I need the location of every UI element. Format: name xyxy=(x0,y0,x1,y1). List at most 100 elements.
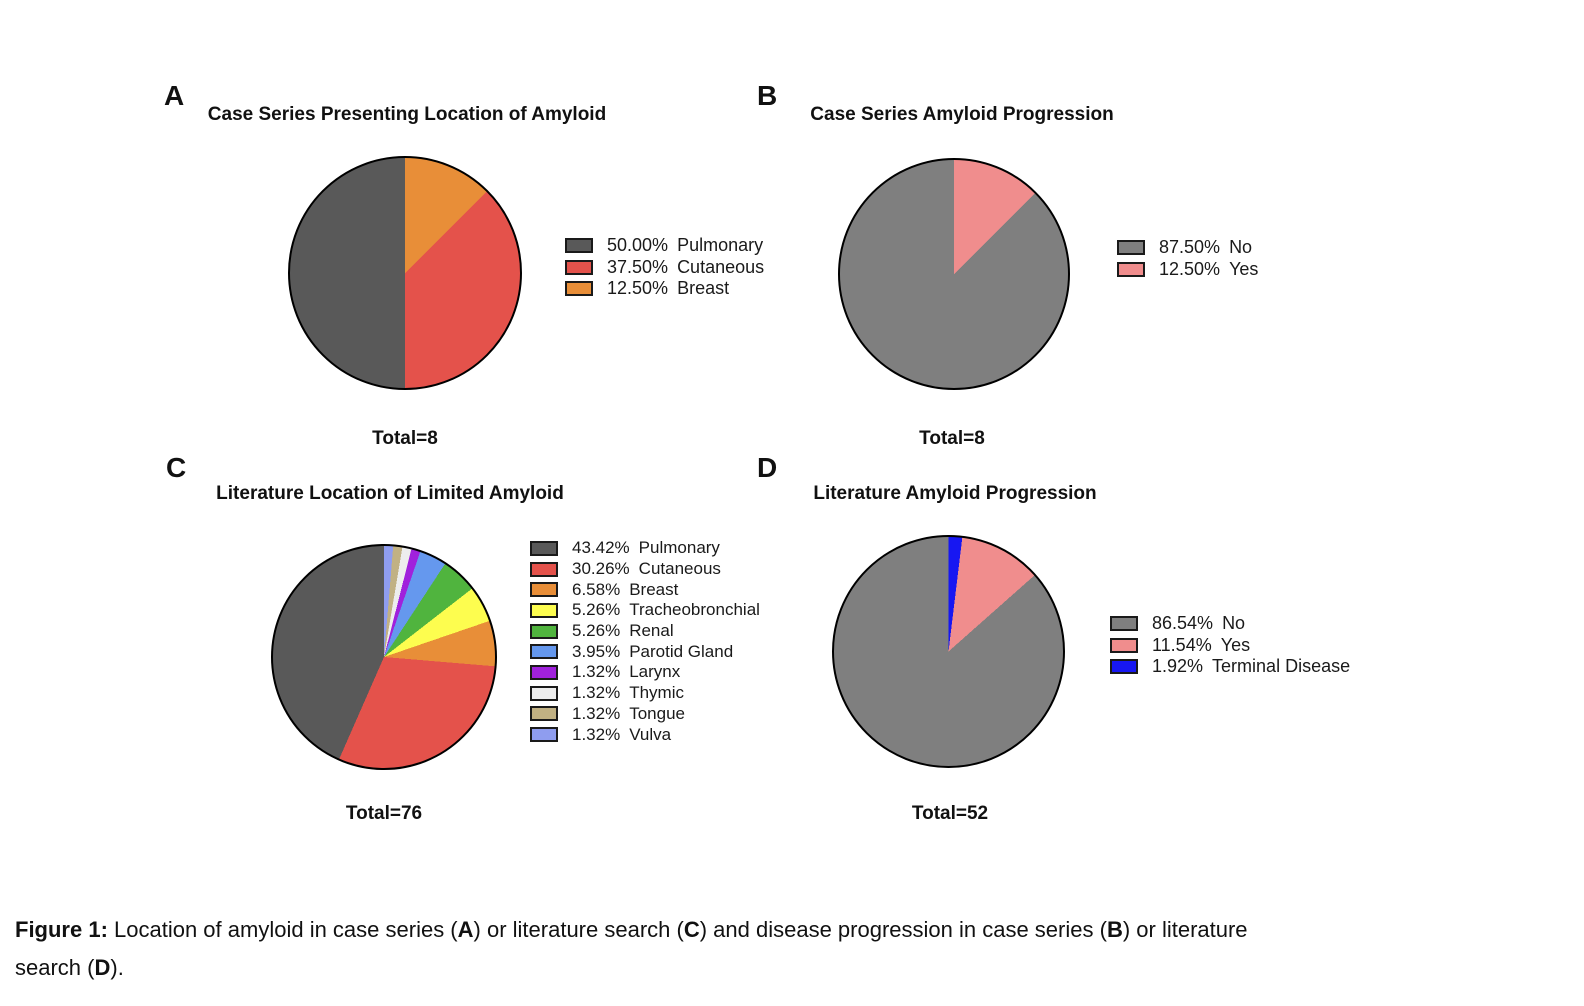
caption-line: Figure 1: Location of amyloid in case se… xyxy=(15,911,1248,949)
panel-c-title: Literature Location of Limited Amyloid xyxy=(216,483,564,504)
legend-swatch-no xyxy=(1117,240,1145,256)
legend-label: Renal xyxy=(629,621,674,641)
legend-item: 43.42% Pulmonary xyxy=(530,538,760,559)
legend-swatch-tracheobronchial xyxy=(530,602,558,618)
legend-item: 1.32% Larynx xyxy=(530,662,760,683)
legend-label: Parotid Gland xyxy=(629,641,734,661)
panel-b-total: Total=8 xyxy=(919,428,985,449)
figure-caption: Figure 1: Location of amyloid in case se… xyxy=(15,911,1248,987)
caption-bold-text: A xyxy=(457,917,474,942)
legend-label: Terminal Disease xyxy=(1212,656,1351,677)
panel-c-legend: 43.42% Pulmonary 30.26% Cutaneous 6.58% Breas… xyxy=(530,538,760,745)
panel-b-title: Case Series Amyloid Progression xyxy=(810,104,1114,125)
panel-a-title: Case Series Presenting Location of Amylo… xyxy=(207,104,607,125)
panel-a-total: Total=8 xyxy=(372,428,438,449)
legend-label: Vulva xyxy=(629,724,672,744)
panel-label-b: B xyxy=(757,80,778,111)
legend-percent: 6.58% xyxy=(572,579,621,599)
legend-swatch-thymic xyxy=(530,685,558,701)
legend-percent: 3.95% xyxy=(572,641,621,661)
legend-item: 30.26% Cutaneous xyxy=(530,559,760,580)
legend-percent: 37.50% xyxy=(607,256,669,277)
legend-percent: 11.54% xyxy=(1152,634,1212,655)
legend-item: 1.32% Tongue xyxy=(530,704,760,725)
legend-label: Yes xyxy=(1220,634,1251,655)
legend-swatch-breast xyxy=(530,582,558,598)
legend-item: 50.00% Pulmonary xyxy=(565,235,764,257)
legend-swatch-pulmonary xyxy=(530,540,558,556)
caption-bold-text: C xyxy=(683,917,700,942)
legend-item: 1.32% Vulva xyxy=(530,724,760,745)
panel-label-c: C xyxy=(166,452,187,483)
panel-label-d: D xyxy=(757,452,778,483)
legend-item: 5.26% Renal xyxy=(530,621,760,642)
legend-item: 12.50% Breast xyxy=(565,278,764,300)
legend-label: Thymic xyxy=(629,683,684,703)
panel-a-pie-chart xyxy=(288,156,522,390)
legend-label: Cutaneous xyxy=(677,256,765,277)
legend-swatch-tongue xyxy=(530,706,558,722)
legend-label: No xyxy=(1229,237,1253,258)
panel-d-total: Total=52 xyxy=(911,803,989,824)
legend-item: 5.26% Tracheobronchial xyxy=(530,600,760,621)
legend-swatch-vulva xyxy=(530,727,558,743)
legend-label: Breast xyxy=(629,579,679,599)
panel-label-a: A xyxy=(164,80,185,111)
panel-a-legend: 50.00% Pulmonary 37.50% Cutaneous 12.50% Brea… xyxy=(565,235,764,300)
caption-text: Location of amyloid in case series ( xyxy=(107,917,458,942)
legend-swatch-no xyxy=(1110,616,1138,632)
caption-text: ). xyxy=(110,955,124,980)
legend-percent: 1.32% xyxy=(572,724,621,744)
legend-percent: 87.50% xyxy=(1159,237,1221,258)
legend-percent: 43.42% xyxy=(572,538,630,558)
legend-swatch-renal xyxy=(530,623,558,639)
panel-b-legend: 87.50% No 12.50% Yes xyxy=(1117,237,1258,280)
legend-percent: 50.00% xyxy=(607,235,669,256)
panel-d-pie-chart xyxy=(832,535,1065,768)
panel-c-pie-chart xyxy=(271,544,497,770)
legend-swatch-larynx xyxy=(530,664,558,680)
legend-percent: 86.54% xyxy=(1152,613,1214,634)
legend-label: Tracheobronchial xyxy=(629,600,760,620)
legend-swatch-terminal-disease xyxy=(1110,659,1138,675)
caption-text: ) and disease progression in case series… xyxy=(699,917,1107,942)
legend-label: Larynx xyxy=(629,662,681,682)
caption-bold-text: Figure 1: xyxy=(15,917,108,942)
caption-line: search (D). xyxy=(15,949,1248,987)
caption-text: search ( xyxy=(15,955,95,980)
legend-label: No xyxy=(1222,613,1246,634)
legend-percent: 1.92% xyxy=(1152,656,1204,677)
legend-item: 37.50% Cutaneous xyxy=(565,257,764,279)
legend-swatch-yes xyxy=(1110,637,1138,653)
legend-percent: 12.50% xyxy=(1159,258,1221,279)
legend-percent: 5.26% xyxy=(572,621,621,641)
legend-percent: 1.32% xyxy=(572,683,621,703)
panel-d-title: Literature Amyloid Progression xyxy=(813,483,1097,504)
caption-bold-text: B xyxy=(1106,917,1123,942)
legend-item: 1.92% Terminal Disease xyxy=(1110,656,1350,678)
legend-item: 3.95% Parotid Gland xyxy=(530,641,760,662)
legend-item: 87.50% No xyxy=(1117,237,1258,259)
legend-swatch-breast xyxy=(565,281,593,297)
legend-swatch-yes xyxy=(1117,261,1145,277)
legend-percent: 1.32% xyxy=(572,662,621,682)
legend-item: 11.54% Yes xyxy=(1110,635,1350,657)
legend-item: 86.54% No xyxy=(1110,613,1350,635)
panel-d-legend: 86.54% No 11.54% Yes 1.92% Terminal Disease xyxy=(1110,613,1350,678)
legend-label: Cutaneous xyxy=(638,559,721,579)
legend-label: Pulmonary xyxy=(677,235,764,256)
caption-text: ) or literature xyxy=(1122,917,1248,942)
legend-percent: 12.50% xyxy=(607,278,669,299)
legend-label: Breast xyxy=(677,278,730,299)
legend-item: 1.32% Thymic xyxy=(530,683,760,704)
legend-swatch-cutaneous xyxy=(530,561,558,577)
legend-label: Yes xyxy=(1229,258,1259,279)
legend-percent: 30.26% xyxy=(572,559,630,579)
caption-text: ) or literature search ( xyxy=(473,917,684,942)
panel-c-total: Total=76 xyxy=(345,803,423,824)
legend-percent: 5.26% xyxy=(572,600,621,620)
legend-label: Tongue xyxy=(629,703,685,723)
legend-item: 12.50% Yes xyxy=(1117,259,1258,281)
legend-swatch-parotid-gland xyxy=(530,644,558,660)
